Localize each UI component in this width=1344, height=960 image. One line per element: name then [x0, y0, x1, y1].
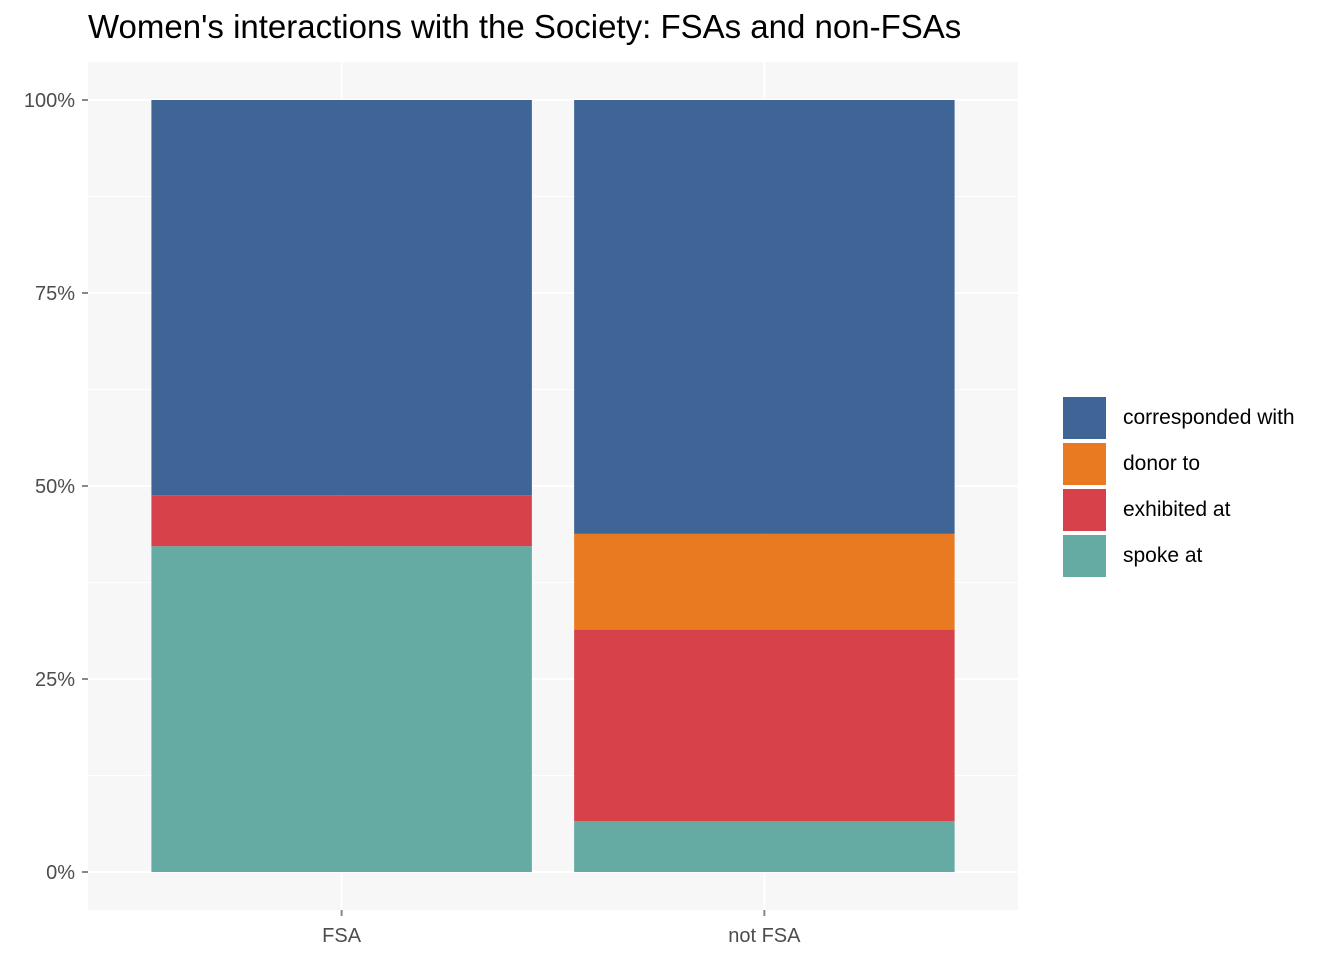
bar-segment-spoke-at-not-FSA: [574, 821, 955, 872]
legend-swatch: [1063, 535, 1106, 577]
bar-segment-corresponded-with-not-FSA: [574, 100, 955, 534]
axes: 0% 25% 50% 75% 100% FSA not FSA: [24, 90, 801, 947]
x-tick-label: not FSA: [728, 925, 801, 947]
bar-segment-exhibited-at-not-FSA: [574, 629, 955, 822]
bar-segment-spoke-at-FSA: [151, 546, 532, 872]
legend-item: spoke at: [1063, 533, 1295, 579]
legend-label: donor to: [1123, 452, 1201, 475]
legend-swatch: [1063, 397, 1106, 439]
legend: corresponded with donor to exhibited at spo…: [1063, 395, 1295, 579]
legend-swatch: [1063, 489, 1106, 531]
legend-label: spoke at: [1123, 544, 1203, 567]
y-tick-label: 75%: [35, 283, 75, 305]
bars: [151, 100, 955, 872]
legend-label: exhibited at: [1123, 498, 1231, 521]
legend-item: donor to: [1063, 441, 1295, 487]
x-tick-label: FSA: [322, 925, 362, 947]
bar-segment-corresponded-with-FSA: [151, 100, 532, 496]
y-tick-label: 25%: [35, 669, 75, 691]
bar-segment-exhibited-at-FSA: [151, 495, 532, 547]
bar-segment-donor-to-not-FSA: [574, 533, 955, 630]
legend-swatch: [1063, 443, 1106, 485]
y-tick-label: 50%: [35, 476, 75, 498]
y-tick-label: 0%: [46, 862, 75, 884]
legend-item: exhibited at: [1063, 487, 1295, 533]
legend-item: corresponded with: [1063, 395, 1295, 441]
legend-label: corresponded with: [1123, 406, 1295, 429]
chart-title: Women's interactions with the Society: F…: [88, 8, 962, 45]
y-tick-label: 100%: [24, 90, 75, 112]
